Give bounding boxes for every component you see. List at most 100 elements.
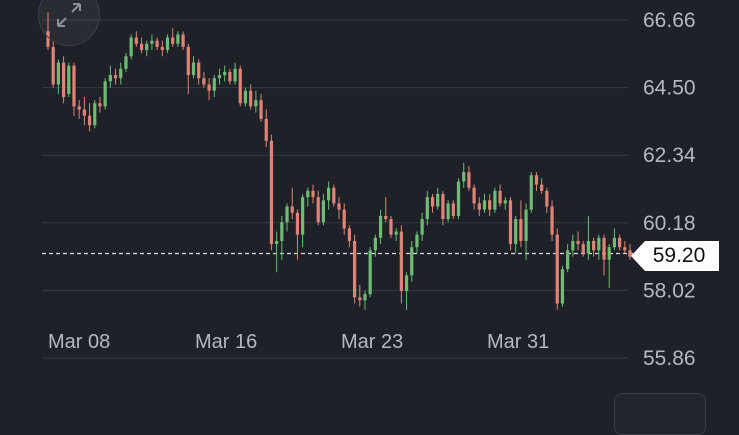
candle-body: [285, 206, 289, 223]
candle-body: [223, 71, 227, 76]
candle-body: [571, 240, 575, 251]
candle-body: [108, 75, 112, 82]
candle-body: [384, 215, 388, 220]
candle-body: [56, 62, 61, 85]
x-axis-ticks: Mar 08 Mar 16 Mar 23 Mar 31: [48, 331, 549, 353]
candle-body: [98, 103, 102, 107]
candle-body: [482, 200, 487, 210]
candle-body: [77, 106, 81, 110]
y-tick-label: 60.18: [643, 212, 696, 235]
candle-body: [592, 240, 596, 251]
candle-body: [597, 237, 601, 251]
candle-body: [238, 68, 242, 104]
candle-body: [269, 140, 274, 245]
candle-body: [321, 200, 326, 223]
candle-body: [51, 46, 55, 85]
candle-body: [352, 240, 357, 298]
candle-body: [576, 240, 580, 245]
candle-body: [534, 175, 539, 185]
candle-body: [389, 219, 393, 235]
x-tick-label: Mar 08: [48, 331, 110, 353]
bottom-control-button[interactable]: [614, 393, 706, 435]
candle-body: [545, 190, 549, 207]
candle-body: [311, 190, 315, 198]
candle-body: [451, 203, 455, 216]
candle-body: [306, 190, 310, 198]
candle-body: [446, 203, 450, 220]
candle-body: [441, 194, 445, 220]
candle-body: [326, 187, 331, 201]
candle-body: [503, 200, 507, 204]
candle-body: [566, 250, 570, 270]
candle-body: [259, 100, 263, 119]
candle-body: [581, 244, 585, 254]
candle-body: [67, 65, 71, 94]
candle-body: [150, 40, 154, 44]
candle-body: [623, 247, 627, 251]
candle-body: [394, 231, 398, 235]
candle-body: [550, 206, 554, 235]
candle-body: [586, 240, 591, 254]
candle-body: [524, 209, 528, 241]
candle-body: [363, 294, 367, 301]
candle-body: [181, 34, 185, 47]
candle-body: [628, 250, 632, 257]
y-tick-label: 66.66: [643, 9, 696, 32]
candle-body: [477, 203, 481, 210]
candle-body: [410, 247, 414, 276]
candle-body: [46, 31, 50, 47]
candle-body: [436, 194, 440, 207]
candle-body: [249, 90, 253, 107]
candle-body: [399, 231, 403, 292]
x-tick-label: Mar 23: [341, 331, 403, 353]
candle-body: [119, 68, 123, 79]
candle-body: [165, 37, 170, 51]
candle-body: [82, 109, 86, 116]
candle-body: [514, 219, 518, 245]
candle-body: [103, 81, 107, 107]
candle-body: [145, 43, 149, 51]
candle-body: [555, 234, 559, 304]
candle-body: [134, 37, 138, 44]
candle-body: [373, 237, 377, 251]
candle-body: [160, 46, 164, 51]
y-tick-label: 55.86: [643, 347, 696, 370]
candle-body: [129, 37, 133, 57]
candle-body: [316, 197, 320, 223]
candle-body: [290, 206, 294, 213]
candle-body: [87, 115, 92, 126]
candle-body: [342, 209, 346, 229]
candle-body: [332, 187, 336, 204]
candle-body: [488, 200, 492, 210]
candle-body: [61, 62, 66, 97]
y-tick-label: 58.02: [643, 279, 696, 302]
candlestick-chart: 66.66 64.50 62.34 60.18 58.02 55.86 Mar …: [42, 9, 696, 370]
y-tick-label: 62.34: [643, 144, 696, 167]
candle-body: [358, 297, 362, 301]
candle-body: [171, 37, 175, 44]
candle-body: [301, 197, 305, 235]
expand-icon: [57, 3, 81, 27]
candle-body: [415, 234, 419, 248]
candle-body: [124, 56, 128, 69]
candle-body: [72, 65, 76, 107]
candle-body: [202, 78, 206, 85]
candle-body: [186, 46, 190, 76]
candle-body: [155, 40, 159, 47]
candle-body: [420, 219, 424, 235]
candle-body: [467, 172, 471, 188]
candle-body: [264, 118, 268, 141]
y-tick-label: 64.50: [643, 77, 696, 100]
candle-body: [540, 184, 544, 191]
candle-body: [207, 84, 211, 91]
candle-body: [425, 197, 429, 220]
candle-body: [607, 247, 611, 260]
candle-body: [176, 34, 180, 44]
candle-body: [337, 203, 341, 210]
last-price-label: 59.20: [631, 241, 719, 271]
x-tick-label: Mar 16: [195, 331, 257, 353]
gridlines: [42, 19, 628, 359]
candle-body: [243, 90, 248, 104]
candle-body: [617, 237, 622, 248]
candle-body: [560, 269, 565, 304]
